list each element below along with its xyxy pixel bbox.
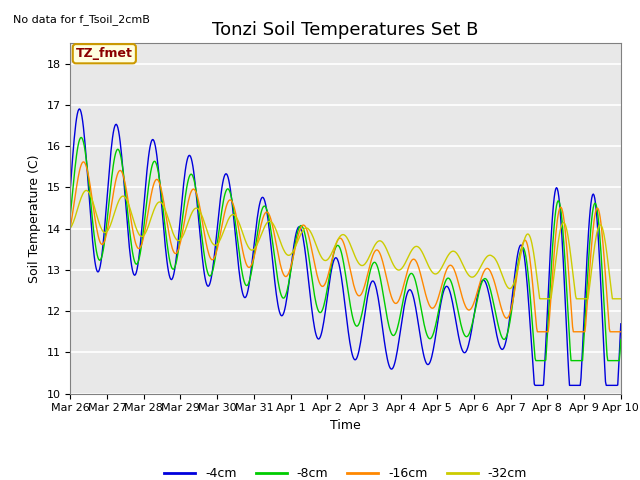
X-axis label: Time: Time (330, 419, 361, 432)
Title: Tonzi Soil Temperatures Set B: Tonzi Soil Temperatures Set B (212, 21, 479, 39)
Y-axis label: Soil Temperature (C): Soil Temperature (C) (28, 154, 41, 283)
Text: No data for f_Tsoil_2cmB: No data for f_Tsoil_2cmB (13, 14, 150, 25)
Text: TZ_fmet: TZ_fmet (76, 47, 132, 60)
Legend: -4cm, -8cm, -16cm, -32cm: -4cm, -8cm, -16cm, -32cm (159, 462, 532, 480)
